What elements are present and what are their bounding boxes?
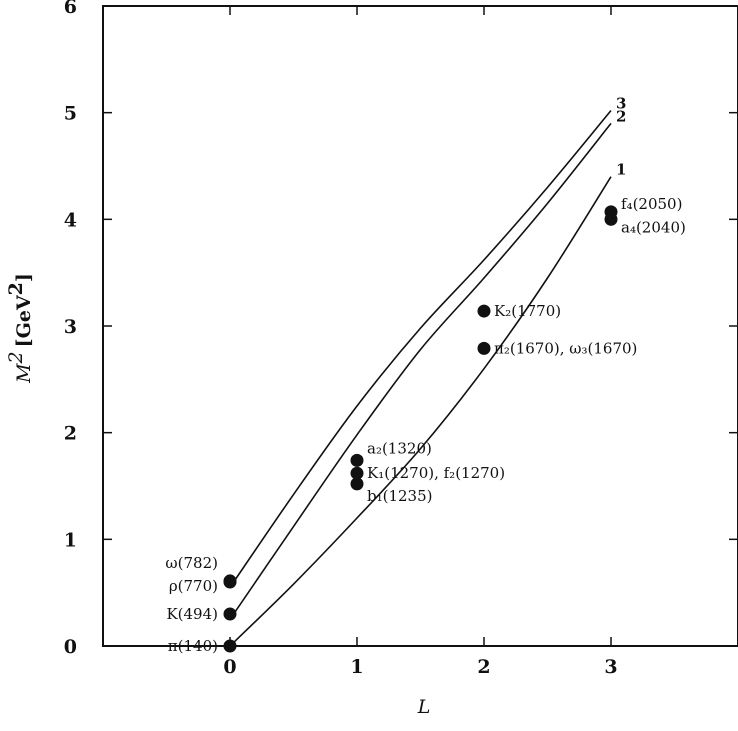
point-label: π₂(1670), ω₃(1670): [494, 339, 637, 357]
curve-labels: 1 23: [616, 95, 626, 179]
trajectory-curves: [229, 110, 612, 647]
y-tick-label: 5: [64, 103, 77, 125]
point-label: a₄(2040): [621, 218, 686, 236]
curve-2: [229, 122, 612, 620]
data-point: [350, 477, 364, 491]
x-tick-label: 1: [350, 656, 363, 678]
y-tick-label: 3: [64, 316, 77, 338]
plot-frame: [102, 5, 738, 647]
point-labels: π(140) K(494) ρ(770) ω(782) b₁(1235) K₁(1270)…: [165, 195, 685, 655]
y-tick-label: 6: [64, 0, 77, 18]
point-label: b₁(1235): [367, 487, 433, 505]
data-point: [223, 607, 237, 621]
curve-label-1: 1: [616, 161, 626, 179]
y-tick-label: 4: [64, 209, 77, 231]
point-label: K₁(1270), f₂(1270): [367, 464, 505, 482]
data-point: [477, 341, 491, 355]
y-tick-label: 1: [64, 529, 77, 551]
tick-labels: 0 1 2 3 0 1 2 3 4 5 6: [64, 0, 618, 678]
x-tick-label: 3: [604, 656, 617, 678]
data-point: [604, 205, 618, 219]
svg-text:M2[GeV2]: M2[GeV2]: [5, 273, 35, 384]
x-axis-title: L: [417, 696, 431, 718]
curve-label-2: 2: [616, 107, 626, 125]
data-point: [477, 304, 491, 318]
point-label: K₂(1770): [494, 302, 561, 320]
y-tick-label: 0: [64, 636, 77, 658]
point-label: π(140): [168, 637, 218, 655]
curve-1: [229, 176, 612, 647]
axis-ticks: [103, 5, 738, 647]
curve-3: [229, 110, 612, 588]
plot-border: [102, 5, 738, 647]
point-label: a₂(1320): [367, 439, 432, 457]
point-label: K(494): [166, 605, 218, 623]
data-point: [223, 639, 237, 653]
y-axis-title: M2[GeV2]: [5, 273, 35, 384]
x-tick-label: 0: [223, 656, 236, 678]
point-label: ω(782): [165, 554, 218, 572]
y-tick-label: 2: [64, 423, 77, 445]
data-points: [223, 205, 618, 653]
data-point: [350, 453, 364, 467]
x-tick-label: 2: [477, 656, 490, 678]
point-label: ρ(770): [169, 577, 218, 595]
data-point: [350, 466, 364, 480]
point-label: f₄(2050): [621, 195, 682, 213]
data-point: [223, 574, 237, 588]
curve-label-3: 3: [616, 95, 626, 113]
